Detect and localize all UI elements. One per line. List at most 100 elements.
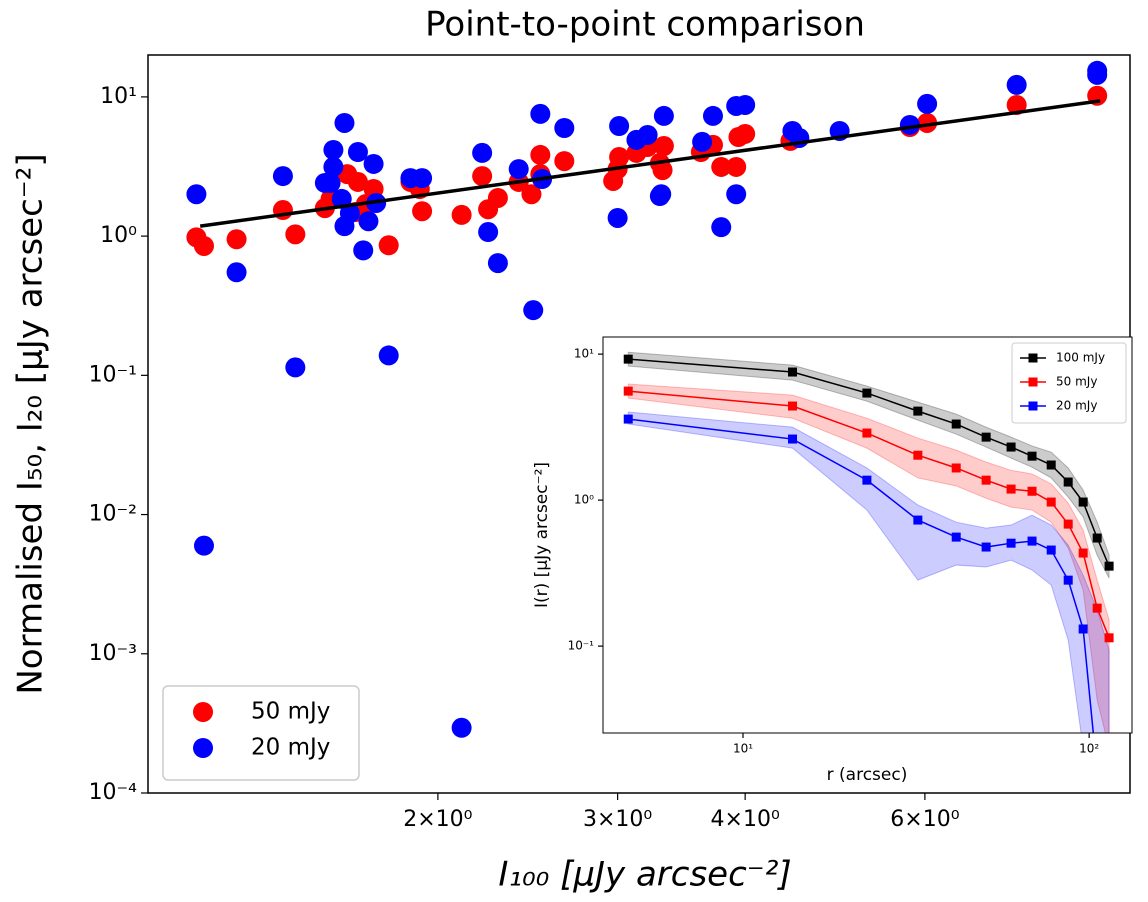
series-marker <box>862 475 872 485</box>
scatter-point <box>711 156 732 177</box>
plot-area <box>186 60 1108 738</box>
scatter-point <box>226 262 247 283</box>
scatter-point <box>554 117 575 138</box>
scatter-point <box>692 131 713 152</box>
scatter-point <box>653 135 674 156</box>
inset-plot: 10¹ 10² 10⁻¹ 10⁰ 10¹ 100 mJy 50 mJy 20 mJy <box>568 336 1133 755</box>
scatter-point <box>226 229 247 250</box>
scatter-point <box>320 172 341 193</box>
series-marker <box>1078 624 1088 634</box>
legend-marker <box>1028 353 1038 363</box>
scatter-point <box>478 222 499 243</box>
series-marker <box>788 367 798 377</box>
series-marker <box>788 434 798 444</box>
inset-legend: 100 mJy 50 mJy 20 mJy <box>1011 342 1127 424</box>
scatter-point <box>412 168 433 189</box>
series-marker <box>951 532 961 542</box>
scatter-point <box>637 124 658 145</box>
series-marker <box>981 542 991 552</box>
legend-marker <box>193 702 213 722</box>
scatter-point <box>702 105 723 126</box>
scatter-point <box>530 103 551 124</box>
scatter-point <box>508 159 529 180</box>
inset-x-axis-label: r (arcsec) <box>827 765 908 785</box>
scatter-point <box>412 201 433 222</box>
series-marker <box>951 419 961 429</box>
scatter-point <box>523 300 544 321</box>
series-marker <box>981 475 991 485</box>
scatter-point <box>347 171 368 192</box>
scatter-point <box>334 112 355 133</box>
legend-marker <box>1028 377 1038 387</box>
legend-marker <box>1028 401 1038 411</box>
series-marker <box>913 515 923 525</box>
series-marker <box>1063 477 1073 487</box>
chart-title: Point-to-point comparison <box>425 5 865 45</box>
series-marker <box>951 463 961 473</box>
scatter-point <box>530 144 551 165</box>
scatter-point <box>193 535 214 556</box>
scatter-point <box>1006 74 1027 95</box>
series-marker <box>1104 633 1114 643</box>
series-marker <box>1092 603 1102 613</box>
x-tick-label: 6×10⁰ <box>890 807 959 832</box>
x-axis-label: I₁₀₀ [μJy arcsec⁻²] <box>498 855 791 895</box>
scatter-point <box>186 184 207 205</box>
inset-area <box>623 351 1114 733</box>
series-marker <box>913 406 923 416</box>
series-marker <box>1104 561 1114 571</box>
series-marker <box>1006 538 1016 548</box>
scatter-point <box>451 204 472 225</box>
scatter-point <box>521 184 542 205</box>
scatter-point <box>735 123 756 144</box>
y-tick-label: 10⁰ <box>574 493 594 507</box>
error-band <box>627 383 1110 733</box>
series-line <box>628 418 1095 733</box>
scatter-point <box>487 187 508 208</box>
series-marker <box>862 388 872 398</box>
scatter-point <box>323 156 344 177</box>
scatter-point <box>285 357 306 378</box>
legend-marker <box>193 738 213 758</box>
series-marker <box>1092 533 1102 543</box>
fit-line <box>199 99 1101 228</box>
scatter-point <box>358 211 379 232</box>
series-marker <box>623 386 633 396</box>
y-tick-label: 10⁰ <box>100 223 137 248</box>
scatter-point <box>193 235 214 256</box>
scatter-point <box>711 217 732 238</box>
scatter-point <box>609 147 630 168</box>
y-axis-label: Normalised I₅₀, I₂₀ [μJy arcsec⁻²] <box>11 153 51 694</box>
x-tick-label: 10¹ <box>733 741 753 755</box>
scatter-point <box>1006 94 1027 115</box>
x-tick-label: 3×10⁰ <box>583 807 652 832</box>
series-marker <box>862 428 872 438</box>
scatter-point <box>451 717 472 738</box>
scatter-point <box>554 151 575 172</box>
scatter-point <box>347 142 368 163</box>
scatter-point <box>653 105 674 126</box>
scatter-point <box>652 160 673 181</box>
scatter-point <box>1087 64 1108 85</box>
x-tick-label: 2×10⁰ <box>403 807 472 832</box>
scatter-point <box>323 139 344 160</box>
series-marker <box>1027 451 1037 461</box>
series-marker <box>623 414 633 424</box>
scatter-point <box>272 166 293 187</box>
y-tick-label: 10⁻¹ <box>568 639 595 653</box>
series-marker <box>981 432 991 442</box>
scatter-point <box>607 207 628 228</box>
series-marker <box>913 450 923 460</box>
legend-label: 20 mJy <box>251 735 330 761</box>
scatter-point <box>609 116 630 137</box>
series-marker <box>1006 442 1016 452</box>
legend-label: 50 mJy <box>1056 375 1097 389</box>
scatter-point <box>726 184 747 205</box>
scatter-point <box>726 156 747 177</box>
y-tick-label: 10⁻⁴ <box>89 780 138 805</box>
scatter-point <box>285 224 306 245</box>
x-tick-label: 10² <box>1079 741 1099 755</box>
series-marker <box>1063 519 1073 529</box>
scatter-point <box>472 142 493 163</box>
